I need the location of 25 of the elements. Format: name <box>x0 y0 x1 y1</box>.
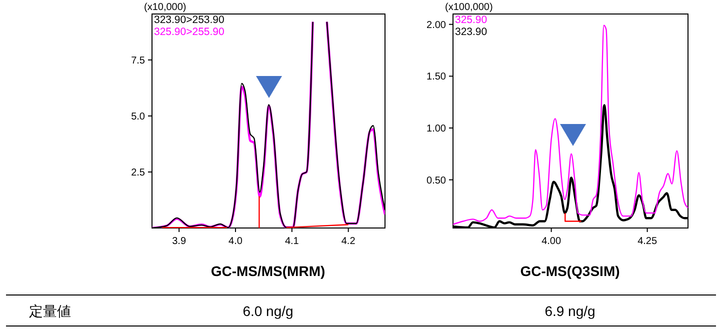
y-tick-label: 1.00 <box>426 123 446 134</box>
y-tick-label: 2.5 <box>131 167 146 178</box>
y-axis-title: (x10,000) <box>144 2 186 13</box>
line-series <box>453 24 688 225</box>
text: 6.9 ng/g <box>544 303 596 319</box>
y-tick-label: 7.5 <box>131 55 146 66</box>
x-tick-label: 4.00 <box>542 236 562 247</box>
y-tick-label: 5.0 <box>131 111 146 122</box>
text: 323.90>253.90 <box>154 14 225 26</box>
text: 325.90>255.90 <box>154 26 225 38</box>
x-axis-title: GC-MS(Q3SIM) <box>520 263 620 279</box>
y-tick-label: 2.00 <box>426 20 446 31</box>
x-tick-label: 3.9 <box>172 236 186 247</box>
text: 323.90 <box>455 26 488 38</box>
x-axis-title: GC-MS/MS(MRM) <box>210 263 326 279</box>
text: 6.0 ng/g <box>242 303 294 319</box>
x-tick-label: 4.0 <box>228 236 243 247</box>
text: 325.90 <box>455 14 488 26</box>
y-axis-title: (x100,000) <box>445 2 493 13</box>
x-tick-label: 4.25 <box>638 236 658 247</box>
x-tick-label: 4.1 <box>284 236 300 247</box>
y-tick-label: 1.50 <box>426 72 446 83</box>
y-tick-label: 0.50 <box>426 175 446 186</box>
x-tick-label: 4.2 <box>341 236 356 247</box>
text: 定量値 <box>29 303 71 319</box>
